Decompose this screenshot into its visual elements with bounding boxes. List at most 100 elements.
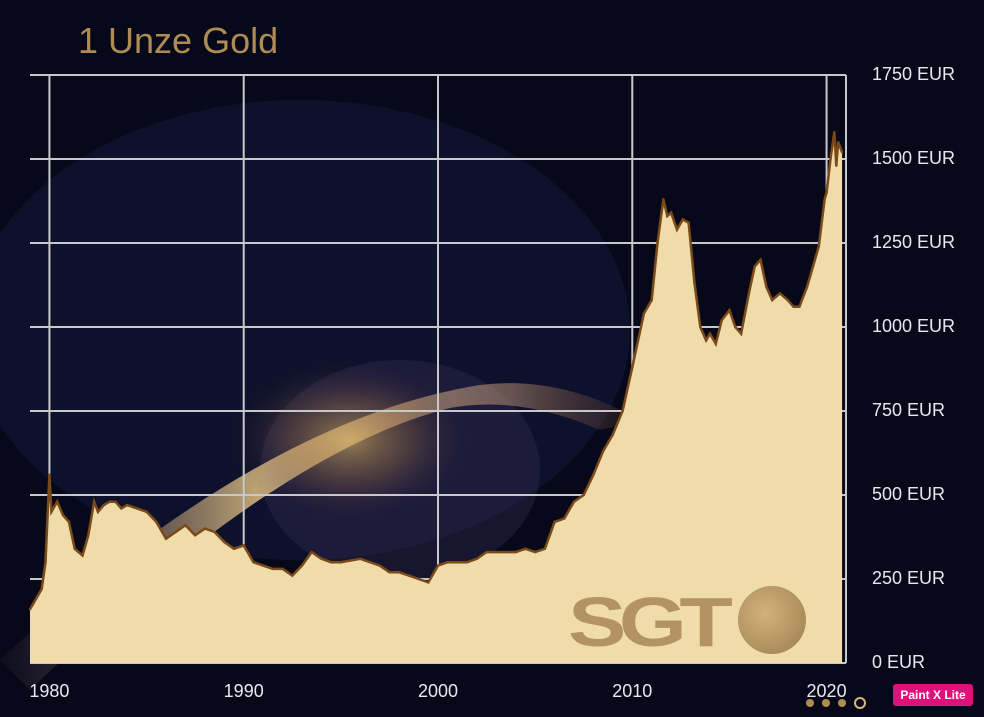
data-point — [811, 265, 815, 268]
data-point — [747, 292, 751, 295]
data-point — [543, 547, 547, 550]
data-point — [193, 534, 197, 537]
data-point — [34, 597, 38, 601]
data-point — [81, 554, 84, 557]
data-point — [687, 221, 690, 225]
y-tick-label: 1250 EUR — [872, 232, 956, 252]
data-point — [50, 510, 53, 513]
data-point — [786, 298, 789, 302]
data-point — [417, 577, 420, 581]
data-point — [829, 157, 832, 161]
data-point — [96, 510, 100, 513]
data-point — [770, 298, 774, 302]
data-point — [823, 198, 826, 201]
data-point — [837, 141, 840, 144]
data-point — [174, 530, 177, 534]
data-point — [427, 581, 430, 584]
data-point — [553, 520, 556, 524]
data-point — [734, 325, 737, 329]
data-point — [261, 564, 265, 567]
data-point — [495, 550, 498, 554]
data-point — [765, 285, 768, 288]
data-point — [164, 537, 168, 540]
data-point — [636, 339, 640, 342]
data-point — [135, 507, 139, 510]
x-tick-label: 1980 — [29, 681, 70, 701]
data-point — [621, 409, 624, 413]
data-point — [102, 503, 106, 507]
data-point — [48, 473, 51, 477]
x-tick-label: 2020 — [806, 681, 847, 701]
data-point — [339, 561, 343, 564]
data-point — [739, 332, 743, 335]
data-point — [446, 561, 449, 564]
data-point — [271, 567, 275, 571]
data-point — [87, 534, 90, 537]
data-point — [592, 473, 595, 477]
data-point — [728, 309, 731, 312]
data-point — [840, 151, 844, 154]
data-point — [642, 312, 646, 315]
data-point — [67, 520, 71, 524]
data-point — [805, 285, 809, 288]
data-point — [92, 500, 96, 503]
data-point — [213, 530, 216, 534]
data-point — [388, 571, 391, 574]
y-tick-label: 500 EUR — [872, 484, 946, 504]
data-point — [611, 433, 615, 436]
data-point — [753, 265, 756, 268]
data-point — [475, 557, 479, 561]
data-point — [203, 527, 207, 530]
data-point — [242, 544, 245, 547]
data-point — [465, 561, 469, 564]
data-point — [669, 211, 673, 214]
data-point — [759, 258, 762, 261]
data-points — [28, 130, 844, 611]
chart-title: 1 Unze Gold — [78, 20, 279, 61]
data-point — [40, 587, 43, 591]
data-point — [681, 218, 684, 221]
y-tick-label: 0 EUR — [872, 652, 926, 672]
data-point — [714, 342, 718, 345]
data-point — [656, 241, 659, 245]
x-tick-label: 2000 — [417, 681, 459, 701]
globe-icon — [738, 586, 806, 654]
paint-x-lite-badge[interactable]: Paint X Lite — [893, 684, 973, 706]
y-tick-label: 1500 EUR — [872, 148, 956, 168]
data-point — [524, 547, 527, 550]
data-point — [817, 245, 820, 248]
y-tick-label: 750 EUR — [872, 400, 946, 420]
slide-dot-active[interactable] — [854, 697, 866, 709]
data-point — [563, 517, 566, 520]
slide-dot[interactable] — [822, 699, 830, 707]
data-point — [223, 540, 226, 544]
data-point — [184, 524, 187, 527]
slide-dot[interactable] — [806, 699, 814, 707]
data-point — [708, 332, 712, 335]
data-point — [310, 550, 313, 554]
slide-dot[interactable] — [838, 699, 846, 707]
data-point — [145, 510, 148, 513]
data-point — [436, 564, 440, 567]
x-tick-label: 1990 — [223, 681, 264, 701]
data-point — [720, 319, 723, 322]
data-point — [533, 550, 537, 554]
data-point — [125, 503, 129, 507]
data-point — [693, 282, 696, 285]
data-point — [28, 608, 32, 611]
sgt-logo: SGT — [568, 583, 733, 661]
data-point — [232, 547, 236, 550]
price-area — [30, 132, 843, 664]
data-point — [56, 500, 59, 503]
data-point — [792, 305, 795, 309]
y-tick-label: 250 EUR — [872, 568, 946, 588]
data-point — [320, 557, 323, 561]
data-point — [485, 550, 488, 554]
y-tick-label: 1750 EUR — [872, 64, 956, 84]
data-point — [631, 366, 634, 369]
data-point — [300, 564, 304, 567]
slide-indicator[interactable] — [806, 697, 866, 709]
x-tick-label: 2010 — [612, 681, 653, 701]
